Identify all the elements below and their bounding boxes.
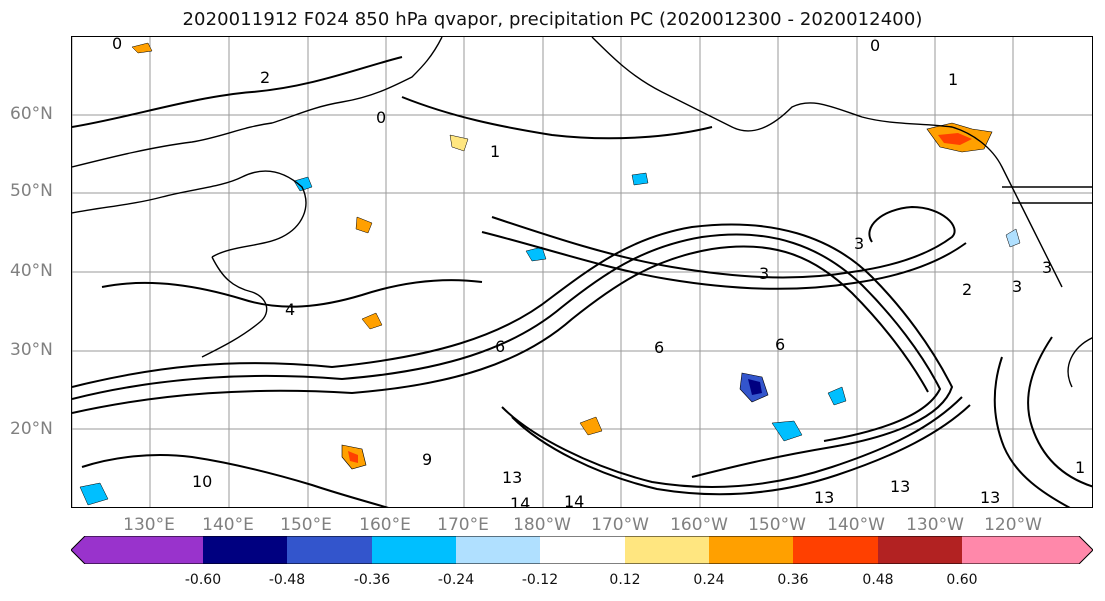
lat-label-20n: 20°N [10, 419, 53, 439]
colorbar-segment [372, 536, 456, 564]
colorbar-tick-label: -0.60 [184, 572, 222, 588]
lon-label-130w: 130°W [906, 515, 964, 535]
colorbar-segment [878, 536, 962, 564]
lon-label-150e: 150°E [280, 515, 332, 535]
precip-patch [827, 386, 847, 406]
contour-label: 0 [376, 108, 386, 127]
colorbar-segment [793, 536, 878, 564]
contour-label: 14 [564, 492, 584, 508]
map-svg: 0 0 0 1 1 2 3 3 3 2 3 4 6 6 6 9 10 13 13… [72, 37, 1092, 508]
contour-label: 1 [490, 142, 500, 161]
precip-patch [348, 451, 358, 463]
contour-label: 3 [1042, 258, 1052, 277]
colorbar [71, 536, 1093, 564]
precip-patch [293, 176, 313, 192]
contour-label: 1 [948, 70, 958, 89]
precip-patch [361, 312, 383, 330]
lon-label-120w: 120°W [984, 515, 1042, 535]
contour-label: 9 [422, 450, 432, 469]
colorbar-segment [203, 536, 287, 564]
colorbar-segment [540, 536, 625, 564]
precip-patches [79, 42, 1021, 506]
contour-label: 6 [495, 337, 505, 356]
contour-label: 13 [890, 477, 910, 496]
colorbar-segment [456, 536, 540, 564]
lon-label-140w: 140°W [827, 515, 885, 535]
lon-label-180w: 180°W [513, 515, 571, 535]
contour-label: 2 [260, 68, 270, 87]
colorbar-tick-label: -0.48 [268, 572, 306, 588]
contour-label-group: 0 0 0 1 1 2 3 3 3 2 3 4 6 6 6 9 10 13 13… [112, 37, 1085, 508]
map-panel: 0 0 0 1 1 2 3 3 3 2 3 4 6 6 6 9 10 13 13… [71, 36, 1093, 508]
contour-label: 2 [962, 280, 972, 299]
contour-label: 3 [854, 234, 864, 253]
contour-label: 3 [1012, 277, 1022, 296]
coastlines [72, 37, 1092, 388]
contour-label: 1 [1075, 458, 1085, 477]
lon-label-170w: 170°W [591, 515, 649, 535]
lon-label-150w: 150°W [748, 515, 806, 535]
colorbar-tick-label: 0.48 [862, 572, 894, 588]
lon-label-170e: 170°E [437, 515, 489, 535]
precip-patch [131, 42, 153, 54]
graticule [72, 37, 1092, 507]
colorbar-segment [962, 536, 1046, 564]
contour-label: 13 [502, 468, 522, 487]
colorbar-segment [625, 536, 709, 564]
lon-label-140e: 140°E [202, 515, 254, 535]
precip-patch [771, 420, 803, 442]
contour-label: 13 [980, 488, 1000, 507]
precip-patch [449, 134, 469, 152]
precip-patch [748, 379, 762, 395]
contour-label: 10 [192, 472, 212, 491]
colorbar-segments [71, 536, 1093, 564]
lon-label-160w: 160°W [670, 515, 728, 535]
colorbar-tick-label: 0.36 [777, 572, 809, 588]
lat-label-60n: 60°N [10, 104, 53, 124]
lat-label-40n: 40°N [10, 261, 53, 281]
colorbar-tick-label: -0.24 [437, 572, 475, 588]
precip-patch [1005, 228, 1021, 248]
lat-label-50n: 50°N [10, 181, 53, 201]
contour-label: 6 [654, 338, 664, 357]
colorbar-tick-label: -0.36 [353, 572, 391, 588]
lon-label-160e: 160°E [359, 515, 411, 535]
contour-label: 0 [870, 37, 880, 55]
lat-label-30n: 30°N [10, 340, 53, 360]
contour-label: 3 [759, 264, 769, 283]
colorbar-tick-label: -0.12 [521, 572, 559, 588]
contour-label: 6 [775, 335, 785, 354]
contour-label: 14 [510, 494, 530, 508]
lon-label-130e: 130°E [123, 515, 175, 535]
colorbar-segment [287, 536, 372, 564]
contour-label: 0 [112, 37, 122, 53]
precip-patch [579, 416, 603, 436]
colorbar-tick-label: 0.60 [946, 572, 978, 588]
precip-patch [525, 246, 547, 262]
colorbar-segment [1046, 536, 1093, 564]
colorbar-tick-label: 0.24 [693, 572, 725, 588]
precip-patch [79, 482, 109, 506]
colorbar-segment [71, 536, 203, 564]
precip-patch [631, 172, 649, 186]
figure-title: 2020011912 F024 850 hPa qvapor, precipit… [182, 9, 923, 30]
precip-patch [355, 216, 373, 234]
precip-patch [938, 133, 972, 145]
contour-label: 13 [814, 488, 834, 507]
colorbar-tick-label: 0.12 [609, 572, 641, 588]
contour-label: 4 [285, 300, 295, 319]
qvapor-contours [72, 56, 1092, 507]
colorbar-segment [709, 536, 793, 564]
